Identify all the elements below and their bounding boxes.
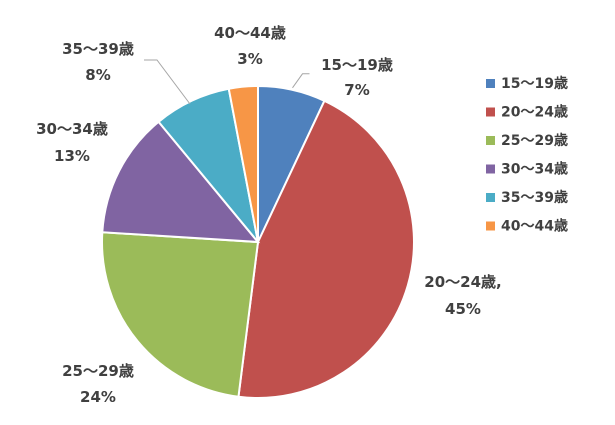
- data-label-value-6: 3%: [237, 50, 262, 68]
- leader-line-1: [292, 73, 310, 89]
- legend-swatch-3: [486, 136, 495, 145]
- legend-label-6: 40～44歳: [501, 218, 568, 235]
- leader-lines: [144, 59, 310, 105]
- legend-swatch-4: [486, 164, 495, 174]
- data-label-value-4: 13%: [54, 147, 90, 165]
- legend-swatch-5: [486, 193, 495, 202]
- data-label-value-2: 45%: [445, 300, 481, 318]
- pie-slice-3: [101, 231, 260, 398]
- legend-label-5: 35～39歳: [501, 189, 568, 206]
- data-label-name-4: 30～34歳: [36, 120, 108, 138]
- pie-slice-2: [237, 99, 415, 399]
- data-label-name-5: 35～39歳: [62, 40, 134, 58]
- legend-swatch-1: [486, 79, 495, 88]
- legend-swatch-2: [486, 107, 495, 117]
- legend-label-3: 25～29歳: [501, 132, 568, 149]
- data-label-value-5: 8%: [85, 66, 110, 84]
- data-labels: 15～19歳 7% 20～24歳, 45% 25～29歳 24% 30～34歳 13% 35～3…: [36, 24, 502, 406]
- pie-slices: [101, 84, 415, 399]
- data-label-value-1: 7%: [344, 81, 369, 99]
- data-label-name-1: 15～19歳: [321, 56, 393, 74]
- data-label-value-3: 24%: [80, 388, 116, 406]
- data-label-name-6: 40～44歳: [214, 24, 286, 42]
- legend-label-2: 20～24歳: [501, 104, 568, 121]
- pie-slice-6: [227, 84, 259, 243]
- data-label-name-2: 20～24歳,: [424, 273, 501, 291]
- pie-slice-4: [101, 120, 261, 244]
- data-label-name-3: 25～29歳: [62, 362, 134, 380]
- legend-label-4: 30～34歳: [501, 161, 568, 178]
- legend-swatch-6: [486, 221, 495, 231]
- leader-line-5: [144, 59, 191, 105]
- legend: 15～19歳 20～24歳 25～29歳 30～34歳 35～39歳 40～44歳: [486, 75, 568, 235]
- legend-label-1: 15～19歳: [501, 75, 568, 92]
